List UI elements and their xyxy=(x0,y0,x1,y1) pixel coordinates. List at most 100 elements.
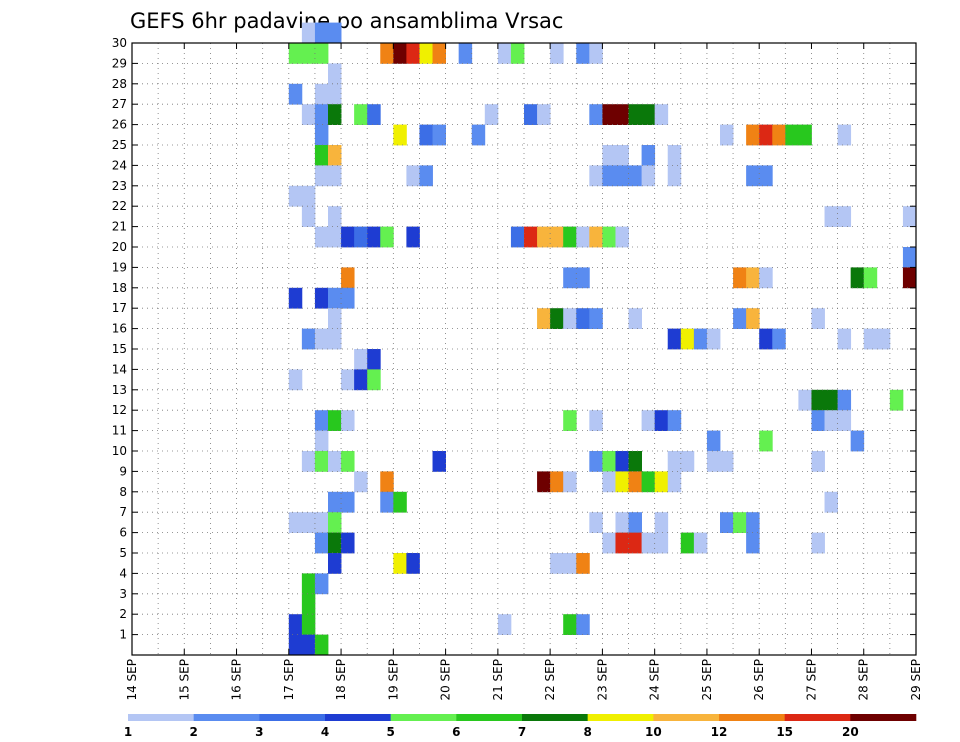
cell xyxy=(341,451,355,472)
cell xyxy=(772,328,786,350)
cell xyxy=(615,471,629,493)
cell xyxy=(641,145,656,166)
cell xyxy=(589,43,603,64)
cell xyxy=(837,328,852,350)
y-tick-label: 7 xyxy=(119,505,127,519)
cell xyxy=(314,124,329,146)
cell xyxy=(837,410,852,431)
cell xyxy=(314,430,329,452)
cell xyxy=(824,491,838,513)
cell xyxy=(341,267,355,289)
cell xyxy=(667,451,682,472)
cell xyxy=(288,634,303,656)
y-tick-label: 25 xyxy=(112,138,127,152)
cell xyxy=(628,165,642,187)
y-tick-label: 13 xyxy=(112,383,127,397)
cell xyxy=(746,308,760,329)
cell xyxy=(746,512,760,533)
cell xyxy=(537,471,551,493)
cell xyxy=(746,267,760,289)
cell xyxy=(589,451,603,472)
y-tick-label: 22 xyxy=(112,199,127,213)
cell xyxy=(733,512,747,533)
cell xyxy=(314,410,329,431)
x-tick-label: 23 SEP xyxy=(595,659,609,701)
legend-label: 20 xyxy=(842,725,859,739)
cell xyxy=(667,328,682,350)
legend-label: 6 xyxy=(452,725,460,739)
cell xyxy=(497,614,512,635)
cell xyxy=(367,226,381,248)
cell xyxy=(341,226,355,248)
cell xyxy=(628,512,642,533)
legend-swatch xyxy=(653,714,720,721)
cell xyxy=(589,104,603,125)
cell xyxy=(328,410,342,431)
cell xyxy=(746,532,760,554)
cell xyxy=(641,532,656,554)
cell xyxy=(432,451,446,472)
cell xyxy=(811,410,825,431)
cell xyxy=(563,267,577,289)
cell xyxy=(380,226,394,248)
legend-label: 10 xyxy=(645,725,662,739)
cell xyxy=(615,512,629,533)
cell xyxy=(576,308,590,329)
cell xyxy=(576,614,590,635)
cell xyxy=(589,308,603,329)
cell xyxy=(706,430,721,452)
cell xyxy=(733,308,747,329)
cell xyxy=(301,634,316,656)
x-tick-label: 26 SEP xyxy=(752,659,766,701)
y-tick-label: 6 xyxy=(119,526,127,540)
cell xyxy=(615,145,629,166)
cell xyxy=(524,226,538,248)
cell xyxy=(563,410,577,431)
cell xyxy=(798,124,812,146)
cell xyxy=(550,308,564,329)
cell xyxy=(432,43,446,64)
x-tick-label: 19 SEP xyxy=(386,659,400,701)
cell xyxy=(602,145,616,166)
cell xyxy=(563,308,577,329)
x-tick-label: 28 SEP xyxy=(857,659,871,701)
cell xyxy=(628,104,642,125)
cell xyxy=(837,124,852,146)
cell xyxy=(328,287,342,309)
cell xyxy=(615,104,629,125)
cell xyxy=(733,267,747,289)
cell xyxy=(367,104,381,125)
legend-label: 12 xyxy=(711,725,728,739)
cell xyxy=(602,532,616,554)
legend-label: 2 xyxy=(189,725,197,739)
cell xyxy=(328,145,342,166)
cell xyxy=(654,532,669,554)
cell xyxy=(759,267,773,289)
cell xyxy=(393,43,407,64)
cell xyxy=(537,104,551,125)
cell xyxy=(641,471,656,493)
cell xyxy=(314,573,329,595)
cell xyxy=(720,124,734,146)
y-tick-label: 26 xyxy=(112,118,127,132)
cell xyxy=(576,226,590,248)
cell xyxy=(654,410,669,431)
y-tick-label: 8 xyxy=(119,485,127,499)
cell xyxy=(314,634,329,656)
x-tick-label: 17 SEP xyxy=(282,659,296,701)
cell xyxy=(524,104,538,125)
cell xyxy=(288,512,303,533)
cell xyxy=(314,512,329,533)
cell xyxy=(667,410,682,431)
color-legend: 1 2 3 4 5 6 7 8 10 12 15 20 xyxy=(124,714,917,739)
legend-label: 4 xyxy=(321,725,329,739)
cell xyxy=(354,369,368,391)
cell xyxy=(341,491,355,513)
cell xyxy=(341,369,355,391)
cell xyxy=(654,471,669,493)
y-tick-label: 17 xyxy=(112,301,127,315)
legend-swatch xyxy=(719,714,785,721)
cell xyxy=(537,226,551,248)
cell xyxy=(354,104,368,125)
cell xyxy=(471,124,486,146)
